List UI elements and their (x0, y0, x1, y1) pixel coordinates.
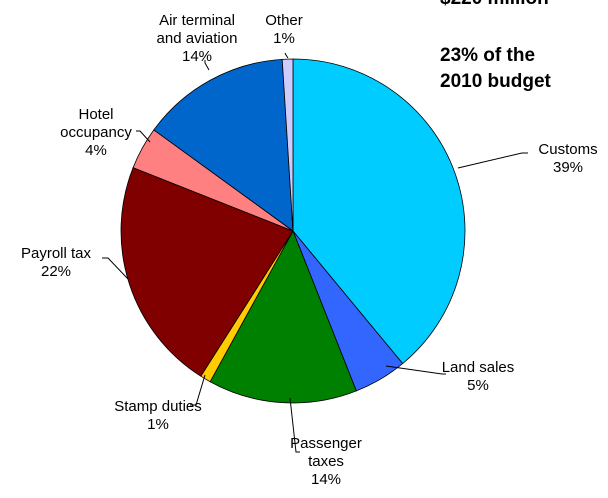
label-line: 14% (311, 471, 341, 488)
leader-lines (102, 52, 528, 453)
label-payroll-tax: Payroll tax 22% (21, 245, 92, 280)
slice-other (281, 58, 294, 232)
label-line: Other (265, 12, 303, 29)
label-line: 1% (147, 416, 169, 433)
leader-air-terminal-and-aviation (204, 60, 210, 71)
leader-hotel-occupancy (136, 130, 151, 143)
label-line: 14% (182, 48, 212, 65)
label-line: occupancy (60, 124, 132, 141)
slice-passenger-taxes (209, 230, 357, 404)
label-line: 39% (553, 159, 583, 176)
slice-customs (292, 58, 466, 365)
label-line: 22% (41, 263, 71, 280)
label-line: Customs (538, 141, 597, 158)
pie-slices (120, 58, 466, 404)
label-customs: Customs 39% (538, 141, 597, 176)
label-land-sales: Land sales 5% (442, 359, 515, 394)
label-line: 4% (85, 142, 107, 159)
slice-air-terminal-and-aviation (153, 58, 294, 232)
leader-customs (457, 152, 528, 169)
leader-land-sales (385, 365, 446, 375)
label-line: Hotel (78, 106, 113, 123)
leader-other (284, 52, 289, 59)
label-passenger-taxes: Passenger taxes 14% (290, 435, 362, 488)
label-other: Other 1% (265, 12, 303, 47)
budget-annotation: $220 million 23% of the 2010 budget (440, 0, 552, 92)
label-hotel-occupancy: Hotel occupancy 4% (60, 106, 132, 159)
label-stamp-duties: Stamp duties 1% (114, 398, 202, 433)
label-air-terminal-and-aviation: Air terminal and aviation 14% (157, 12, 238, 65)
label-line: Payroll tax (21, 245, 92, 262)
annotation-amount: $220 million (440, 0, 549, 9)
leader-payroll-tax (102, 257, 129, 280)
annotation-share-line1: 23% of the (440, 45, 535, 66)
label-line: Passenger (290, 435, 362, 452)
leader-stamp-duties (190, 374, 206, 406)
slice-labels: Customs 39%Land sales 5%Passenger taxes 14%S… (21, 12, 598, 488)
slice-payroll-tax (120, 167, 294, 377)
label-line: 1% (273, 30, 295, 47)
leader-passenger-taxes (289, 397, 300, 453)
label-line: Air terminal (159, 12, 235, 29)
label-line: 5% (467, 377, 489, 394)
label-line: taxes (308, 453, 344, 470)
label-line: Stamp duties (114, 398, 202, 415)
annotation-share-line2: 2010 budget (440, 71, 552, 92)
label-line: and aviation (157, 30, 238, 47)
label-line: Land sales (442, 359, 515, 376)
